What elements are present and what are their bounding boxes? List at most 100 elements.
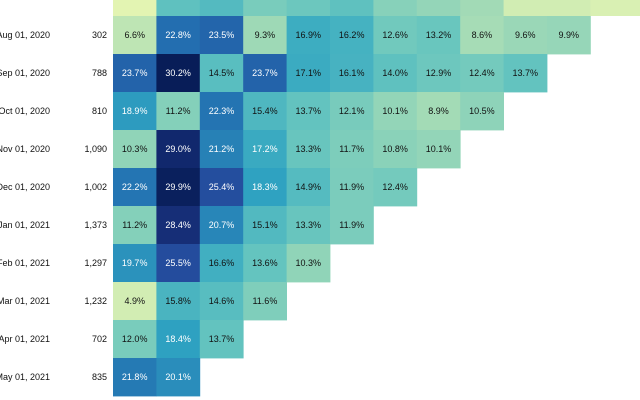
heatmap-cell	[113, 54, 157, 93]
heatmap-cell	[330, 130, 374, 169]
heatmap-cell	[416, 130, 461, 169]
heatmap-cell	[286, 16, 331, 55]
cell-value-label: 13.6%	[252, 258, 278, 268]
heatmap-cell	[156, 16, 201, 55]
heatmap-cell	[243, 282, 287, 321]
cell-value-label: 20.7%	[209, 220, 235, 230]
heatmap-cell	[460, 92, 504, 131]
heatmap-cell	[156, 206, 201, 245]
cell-value-label: 12.6%	[382, 30, 408, 40]
heatmap-cell-partial	[243, 0, 287, 16]
row-label: Jan 01, 2021	[0, 220, 50, 230]
cohort-size: 1,373	[84, 220, 107, 230]
cell-value-label: 22.2%	[122, 182, 148, 192]
row-label: Nov 01, 2020	[0, 144, 50, 154]
heatmap-cell	[156, 130, 201, 169]
row-label: Oct 01, 2020	[0, 106, 50, 116]
cell-value-label: 12.1%	[339, 106, 365, 116]
heatmap-cell	[199, 282, 244, 321]
cohort-size: 702	[92, 334, 107, 344]
cell-value-label: 23.7%	[252, 68, 278, 78]
cell-value-label: 10.3%	[296, 258, 322, 268]
cohort-size: 1,002	[84, 182, 107, 192]
cell-value-label: 14.0%	[382, 68, 408, 78]
heatmap-cell	[503, 16, 548, 55]
heatmap-cell	[243, 130, 287, 169]
heatmap-cell	[113, 92, 157, 131]
heatmap-cell-partial	[156, 0, 201, 16]
heatmap-cell-partial	[503, 0, 548, 16]
heatmap-cell	[286, 244, 331, 283]
heatmap-cell	[286, 168, 331, 207]
heatmap-cell-partial	[633, 0, 640, 16]
heatmap-cell-partial	[547, 0, 591, 16]
heatmap-cell	[156, 244, 201, 283]
cell-value-label: 12.0%	[122, 334, 148, 344]
heatmap-cell	[113, 168, 157, 207]
cell-value-label: 22.8%	[165, 30, 191, 40]
heatmap-cell	[416, 92, 461, 131]
heatmap-cell	[156, 282, 201, 321]
cell-value-label: 29.0%	[165, 144, 191, 154]
heatmap-cell	[330, 168, 374, 207]
heatmap-cell-partial	[460, 0, 504, 16]
cell-value-label: 17.1%	[296, 68, 322, 78]
heatmap-cell	[199, 244, 244, 283]
heatmap-cell	[113, 16, 157, 55]
cell-value-label: 19.7%	[122, 258, 148, 268]
cell-value-label: 4.9%	[124, 296, 145, 306]
cell-value-label: 10.5%	[469, 106, 495, 116]
row-label: Mar 01, 2021	[0, 296, 50, 306]
heatmap-cell	[416, 54, 461, 93]
cell-value-label: 25.4%	[209, 182, 235, 192]
heatmap-cell	[373, 92, 418, 131]
heatmap-cell	[199, 168, 244, 207]
cell-value-label: 18.4%	[165, 334, 191, 344]
heatmap-cell	[113, 282, 157, 321]
heatmap-cell-partial	[416, 0, 461, 16]
cell-value-label: 13.3%	[296, 144, 322, 154]
heatmap-cell	[330, 92, 374, 131]
cell-value-label: 6.6%	[124, 30, 145, 40]
heatmap-cell	[373, 16, 418, 55]
heatmap-cell	[113, 358, 157, 397]
heatmap-cell	[199, 92, 244, 131]
heatmap-cell	[113, 130, 157, 169]
cell-value-label: 8.9%	[428, 106, 449, 116]
cell-value-label: 11.6%	[252, 296, 277, 306]
cell-value-label: 30.2%	[165, 68, 191, 78]
cell-value-label: 16.9%	[296, 30, 322, 40]
cohort-size: 1,297	[84, 258, 107, 268]
heatmap-cell	[243, 168, 287, 207]
cell-value-label: 10.1%	[426, 144, 452, 154]
heatmap-cell	[199, 130, 244, 169]
heatmap-cell-partial	[373, 0, 418, 16]
cell-value-label: 25.5%	[165, 258, 191, 268]
heatmap-cell	[286, 130, 331, 169]
row-label: Dec 01, 2020	[0, 182, 50, 192]
heatmap-cell	[243, 244, 287, 283]
cell-value-label: 10.3%	[122, 144, 148, 154]
heatmap-cell	[416, 16, 461, 55]
cell-value-label: 15.1%	[252, 220, 278, 230]
cell-value-label: 11.9%	[339, 182, 364, 192]
heatmap-cell	[286, 92, 331, 131]
heatmap-cell	[330, 54, 374, 93]
cell-value-label: 9.3%	[255, 30, 276, 40]
cell-value-label: 17.2%	[252, 144, 278, 154]
cell-value-label: 28.4%	[165, 220, 191, 230]
cell-value-label: 14.5%	[209, 68, 235, 78]
row-label: Feb 01, 2021	[0, 258, 50, 268]
cell-value-label: 16.1%	[339, 68, 365, 78]
cell-value-label: 13.7%	[209, 334, 235, 344]
heatmap-cell	[503, 54, 548, 93]
heatmap-cell-partial	[330, 0, 374, 16]
cell-value-label: 21.8%	[122, 372, 148, 382]
cell-value-label: 16.2%	[339, 30, 365, 40]
cohort-size: 835	[92, 372, 107, 382]
cell-value-label: 9.9%	[558, 30, 579, 40]
cell-value-label: 10.8%	[382, 144, 408, 154]
row-label: Aug 01, 2020	[0, 30, 50, 40]
heatmap-cell	[199, 320, 244, 359]
cohort-size: 788	[92, 68, 107, 78]
